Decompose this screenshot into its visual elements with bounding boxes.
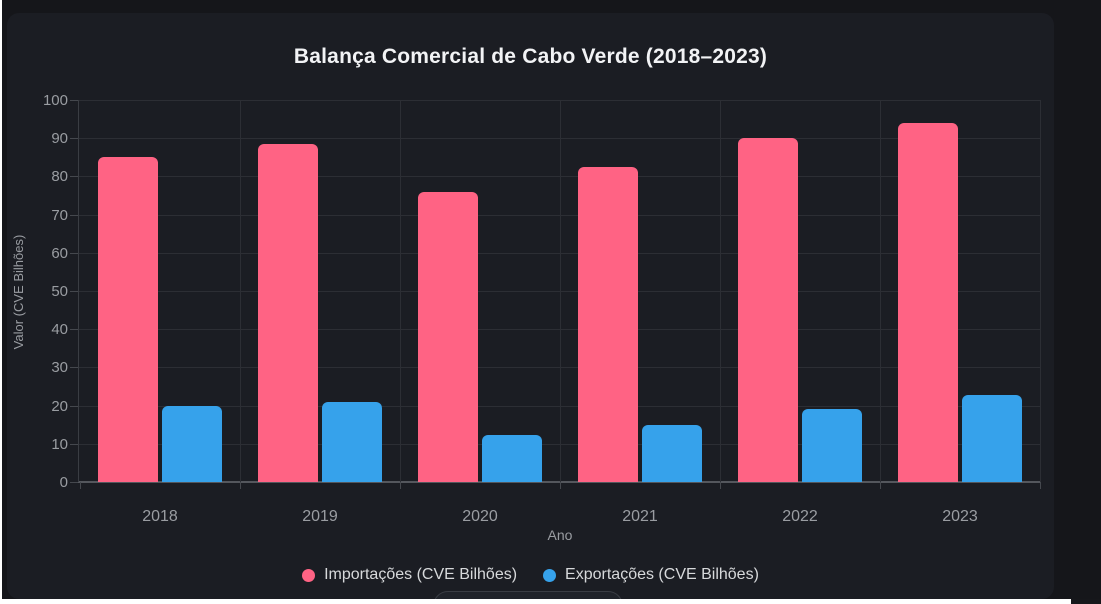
gridline-horizontal [78, 329, 1040, 331]
gridline-horizontal [78, 214, 1040, 216]
gridline-vertical [560, 100, 561, 482]
y-tick-label: 20 [51, 397, 68, 415]
chart-card: Balança Comercial de Cabo Verde (2018–20… [7, 13, 1054, 599]
y-tick-label: 50 [51, 283, 68, 300]
gridline-horizontal [78, 443, 1040, 445]
x-tick-mark [720, 482, 721, 489]
y-tick-mark [70, 329, 78, 331]
legend-dot-icon [543, 568, 557, 582]
bar-exportacoes-2022[interactable] [802, 409, 862, 482]
x-tick-label: 2019 [302, 508, 338, 525]
chart-title: Balança Comercial de Cabo Verde (2018–20… [293, 45, 768, 68]
y-tick-mark [70, 252, 78, 254]
legend-item-exportacoes[interactable]: Exportações (CVE Bilhões) [543, 566, 759, 584]
y-tick-mark [70, 100, 78, 101]
y-tick-label: 40 [51, 321, 68, 339]
y-tick-label: 100 [42, 92, 68, 109]
y-tick-label: 90 [51, 130, 68, 148]
gridline-vertical [720, 100, 721, 482]
y-tick-label: 80 [51, 168, 68, 186]
bar-importacoes-2021[interactable] [578, 166, 638, 482]
gridline-horizontal [78, 367, 1040, 369]
y-tick-label: 60 [51, 244, 68, 262]
y-tick-mark [70, 214, 78, 216]
gridline-horizontal [78, 100, 1040, 101]
x-tick-mark [880, 482, 881, 489]
gridline-vertical [1040, 100, 1041, 482]
chart-legend: Importações (CVE Bilhões) Exportações (CV… [7, 566, 1054, 584]
x-tick-label: 2020 [462, 508, 498, 525]
gridline-horizontal [78, 176, 1040, 178]
bar-exportacoes-2020[interactable] [482, 435, 542, 482]
y-tick-mark [70, 291, 78, 292]
bar-importacoes-2020[interactable] [418, 191, 478, 482]
y-tick-mark [70, 138, 78, 140]
y-tick-label: 10 [51, 435, 68, 453]
gridline-vertical [240, 100, 241, 482]
x-tick-label: 2022 [782, 508, 818, 525]
legend-item-importacoes[interactable]: Importações (CVE Bilhões) [302, 566, 517, 584]
bar-exportacoes-2021[interactable] [642, 424, 702, 482]
x-tick-mark [80, 482, 81, 489]
bar-exportacoes-2018[interactable] [162, 406, 222, 482]
bar-importacoes-2018[interactable] [98, 157, 158, 482]
y-tick-mark [70, 482, 78, 483]
x-tick-mark [1040, 482, 1041, 489]
bar-importacoes-2019[interactable] [258, 143, 318, 482]
y-tick-label: 0 [59, 474, 68, 491]
x-tick-label: 2023 [942, 508, 978, 525]
legend-dot-icon [302, 568, 316, 582]
bar-importacoes-2023[interactable] [898, 122, 958, 482]
bottom-right-patch [1071, 599, 1101, 604]
bottom-overlay-panel[interactable] [433, 591, 623, 599]
x-tick-mark [400, 482, 401, 489]
x-tick-label: 2018 [142, 508, 178, 525]
x-tick-mark [240, 482, 241, 489]
x-axis-title: Ano [547, 527, 573, 543]
gridline-horizontal [78, 138, 1040, 140]
y-tick-mark [70, 405, 78, 407]
bar-exportacoes-2019[interactable] [322, 401, 382, 482]
y-tick-label: 30 [51, 359, 68, 377]
bar-importacoes-2022[interactable] [738, 138, 798, 482]
gridline-vertical [400, 100, 401, 482]
y-tick-mark [70, 176, 78, 178]
legend-label: Exportações (CVE Bilhões) [565, 566, 759, 583]
y-tick-mark [70, 367, 78, 369]
plot-area: 0 10 20 30 40 50 60 70 80 90 100 2018 2019 2020 2021 20… [7, 13, 1054, 599]
gridline-vertical [880, 100, 881, 482]
y-axis-line [78, 100, 79, 482]
gridline-horizontal [78, 405, 1040, 407]
x-tick-label: 2021 [622, 508, 658, 525]
legend-label: Importações (CVE Bilhões) [324, 566, 518, 583]
y-tick-mark [70, 443, 78, 445]
x-tick-mark [560, 482, 561, 489]
gridline-horizontal [78, 291, 1040, 292]
x-axis-line [78, 481, 1040, 483]
bar-exportacoes-2023[interactable] [962, 395, 1022, 482]
gridline-horizontal [78, 252, 1040, 254]
y-tick-label: 70 [51, 206, 68, 224]
